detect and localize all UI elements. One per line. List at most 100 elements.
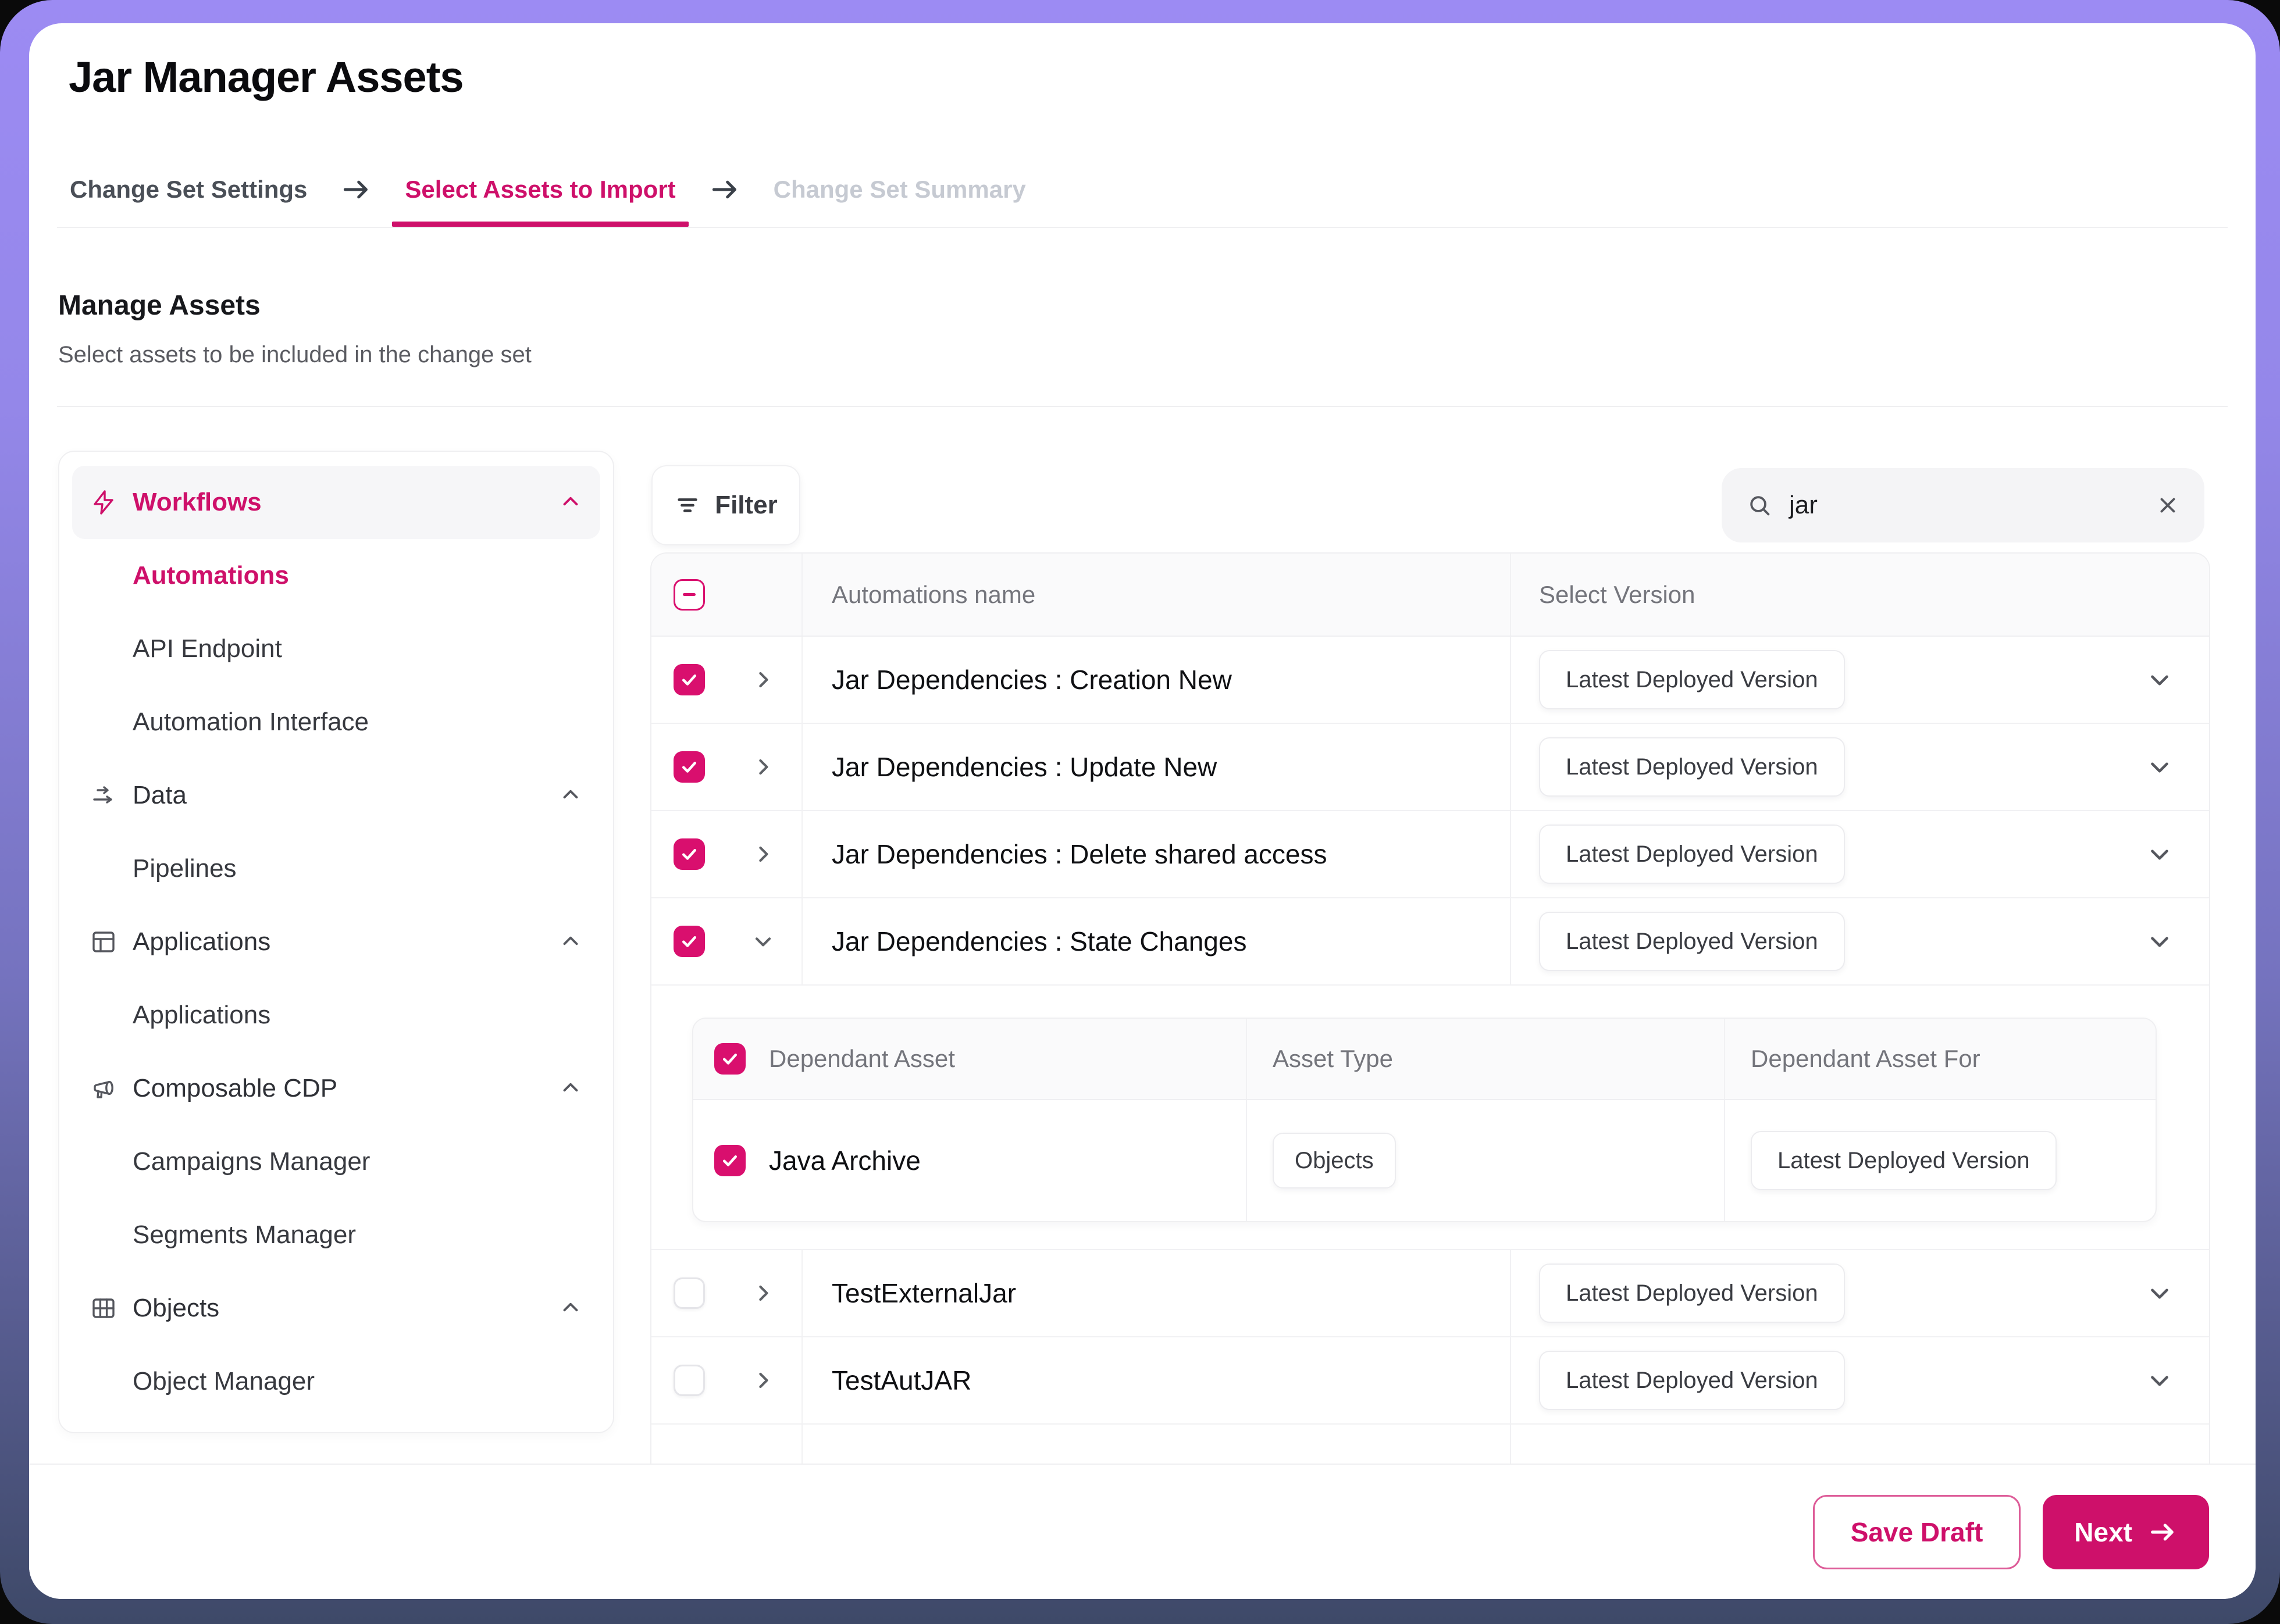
- version-select-chip[interactable]: Latest Deployed Version: [1539, 1263, 1845, 1323]
- sidebar-item-pipelines[interactable]: Pipelines: [133, 854, 237, 883]
- arrow-right-icon: [2151, 1523, 2174, 1541]
- row-checkbox[interactable]: [674, 751, 705, 783]
- sidebar-group-label: Applications: [133, 927, 271, 956]
- row-checkbox[interactable]: [674, 1365, 705, 1396]
- sidebar-item-campaigns-manager[interactable]: Campaigns Manager: [133, 1147, 370, 1176]
- section-divider: [57, 406, 2228, 407]
- asset-name: Jar Dependencies : Creation New: [801, 637, 1510, 723]
- filter-lines-icon: [678, 498, 697, 512]
- sidebar-group-applications[interactable]: Applications: [72, 905, 600, 979]
- sidebar-group-data[interactable]: Data: [72, 759, 600, 832]
- clear-search-icon[interactable]: [2156, 493, 2180, 517]
- chevron-right-icon[interactable]: [750, 754, 776, 780]
- asset-name: TestExternalJar: [801, 1250, 1510, 1336]
- next-button-label: Next: [2074, 1516, 2132, 1547]
- section-subheading: Select assets to be included in the chan…: [58, 342, 532, 367]
- column-header-version: Select Version: [1510, 554, 2209, 636]
- dropdown-caret-icon[interactable]: [2145, 665, 2174, 694]
- version-select-chip[interactable]: Latest Deployed Version: [1539, 737, 1845, 797]
- table-row-partial: [651, 1425, 2209, 1464]
- version-select-chip[interactable]: Latest Deployed Version: [1539, 650, 1845, 709]
- table-row: TestAutJAR Latest Deployed Version: [651, 1337, 2209, 1425]
- sidebar-item-applications[interactable]: Applications: [133, 1001, 271, 1029]
- version-select-chip[interactable]: Latest Deployed Version: [1539, 912, 1845, 971]
- sidebar-group-objects[interactable]: Objects: [72, 1272, 600, 1345]
- asset-name: Jar Dependencies : State Changes: [801, 898, 1510, 984]
- search-icon: [1750, 496, 1770, 516]
- column-header-dependant-asset: Dependant Asset: [769, 1045, 955, 1072]
- step-change-set-settings[interactable]: Change Set Settings: [70, 176, 308, 203]
- asset-name: Jar Dependencies : Update New: [801, 724, 1510, 810]
- sidebar-item-object-manager[interactable]: Object Manager: [133, 1367, 315, 1395]
- sidebar-item-automation-interface[interactable]: Automation Interface: [133, 708, 369, 736]
- column-header-name: Automations name: [801, 554, 1510, 636]
- arrows-right-icon: [90, 781, 117, 809]
- table-header-row: Automations name Select Version: [651, 554, 2209, 637]
- dropdown-caret-icon[interactable]: [2145, 840, 2174, 869]
- search-input[interactable]: jar: [1722, 468, 2204, 542]
- sidebar-group-label: Workflows: [133, 488, 262, 516]
- chevron-down-icon[interactable]: [750, 929, 776, 954]
- sidebar-group-label: Composable CDP: [133, 1074, 338, 1102]
- save-draft-button[interactable]: Save Draft: [1812, 1494, 2021, 1569]
- dropdown-caret-icon[interactable]: [2145, 1366, 2174, 1395]
- sidebar-item-segments-manager[interactable]: Segments Manager: [133, 1220, 356, 1249]
- dependants-panel: Dependant Asset Asset Type Dependant Ass…: [651, 986, 2209, 1250]
- chevron-up-icon: [558, 782, 583, 809]
- sidebar-group-label: Data: [133, 781, 187, 809]
- content-area: Workflows Automations API Endpoint Autom…: [57, 407, 2210, 1464]
- chevron-up-icon: [558, 929, 583, 956]
- asset-category-sidebar: Workflows Automations API Endpoint Autom…: [58, 451, 614, 1433]
- table-row: TestExternalJar Latest Deployed Version: [651, 1250, 2209, 1337]
- sidebar-item-api-endpoint[interactable]: API Endpoint: [133, 634, 282, 663]
- asset-type-chip: Objects: [1273, 1133, 1396, 1188]
- sidebar-item-automations[interactable]: Automations: [133, 561, 289, 590]
- dependant-asset-name: Java Archive: [769, 1145, 921, 1176]
- chevron-up-icon: [558, 1295, 583, 1322]
- column-header-asset-type: Asset Type: [1246, 1019, 1724, 1099]
- dependants-table: Dependant Asset Asset Type Dependant Ass…: [692, 1018, 2157, 1222]
- row-checkbox[interactable]: [674, 926, 705, 957]
- row-checkbox[interactable]: [674, 838, 705, 870]
- dependant-checkbox[interactable]: [714, 1145, 746, 1176]
- next-button[interactable]: Next: [2043, 1494, 2209, 1569]
- step-change-set-summary[interactable]: Change Set Summary: [773, 176, 1026, 203]
- dependant-version-chip: Latest Deployed Version: [1751, 1131, 2057, 1190]
- dependants-header-row: Dependant Asset Asset Type Dependant Ass…: [693, 1019, 2156, 1100]
- asset-name: Jar Dependencies : Delete shared access: [801, 811, 1510, 897]
- chevron-up-icon: [558, 1075, 583, 1102]
- filter-label: Filter: [715, 491, 778, 519]
- chevron-right-icon[interactable]: [750, 1368, 776, 1393]
- megaphone-icon: [90, 1075, 117, 1102]
- grid-table-icon: [90, 1294, 117, 1322]
- dependants-select-all-checkbox[interactable]: [714, 1043, 746, 1075]
- chevron-right-icon[interactable]: [750, 841, 776, 867]
- sidebar-group-composable-cdp[interactable]: Composable CDP: [72, 1052, 600, 1125]
- filter-button[interactable]: Filter: [651, 465, 800, 545]
- sidebar-group-workflows[interactable]: Workflows: [72, 466, 600, 539]
- step-arrow-icon: [708, 173, 741, 209]
- column-header-dependant-asset-for: Dependant Asset For: [1724, 1019, 2156, 1099]
- select-all-checkbox[interactable]: [674, 579, 705, 611]
- automations-table: Automations name Select Version Jar Depe…: [650, 552, 2210, 1464]
- table-row: Jar Dependencies : Delete shared access …: [651, 811, 2209, 898]
- table-row: Jar Dependencies : Creation New Latest D…: [651, 637, 2209, 724]
- row-checkbox[interactable]: [674, 664, 705, 695]
- wizard-footer: Save Draft Next: [29, 1464, 2256, 1599]
- dropdown-caret-icon[interactable]: [2145, 927, 2174, 956]
- chevron-right-icon[interactable]: [750, 1280, 776, 1306]
- version-select-chip[interactable]: Latest Deployed Version: [1539, 1351, 1845, 1410]
- step-select-assets[interactable]: Select Assets to Import: [392, 176, 689, 227]
- chevron-up-icon: [558, 489, 583, 516]
- dropdown-caret-icon[interactable]: [2145, 752, 2174, 781]
- dropdown-caret-icon[interactable]: [2145, 1279, 2174, 1308]
- version-select-chip[interactable]: Latest Deployed Version: [1539, 825, 1845, 884]
- table-row-expanded: Jar Dependencies : State Changes Latest …: [651, 898, 2209, 986]
- sidebar-group-label: Objects: [133, 1294, 220, 1322]
- dependant-row: Java Archive Objects Latest Deployed Ver…: [693, 1100, 2156, 1221]
- chevron-right-icon[interactable]: [750, 667, 776, 693]
- table-row: Jar Dependencies : Update New Latest Dep…: [651, 724, 2209, 811]
- asset-name: TestAutJAR: [801, 1337, 1510, 1423]
- row-checkbox[interactable]: [674, 1277, 705, 1309]
